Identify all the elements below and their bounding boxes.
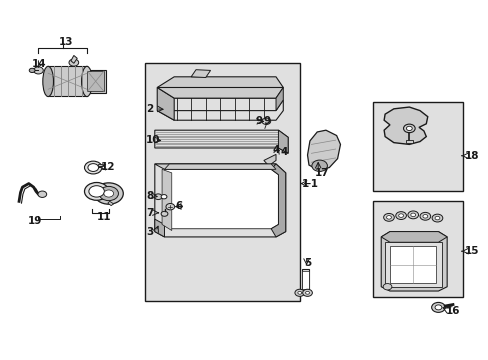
Bar [301,269,309,290]
Circle shape [89,186,104,197]
Polygon shape [307,130,340,170]
Circle shape [161,211,167,216]
Polygon shape [164,164,275,169]
Circle shape [99,186,118,201]
Text: 8: 8 [146,192,153,201]
Polygon shape [155,219,164,237]
Text: 7: 7 [146,208,153,218]
Polygon shape [157,77,283,98]
Circle shape [94,183,123,204]
Polygon shape [155,164,275,169]
Bar [372,201,462,297]
Text: 19: 19 [28,216,42,226]
Polygon shape [191,70,210,77]
Polygon shape [164,169,278,229]
Text: 18: 18 [464,151,479,161]
Circle shape [103,190,113,197]
Polygon shape [275,87,283,111]
Text: 12: 12 [101,162,115,172]
Text: 4: 4 [280,147,287,157]
Text: 9: 9 [255,116,263,126]
Text: 3: 3 [146,226,153,237]
Circle shape [302,289,312,296]
Bar [406,140,412,143]
Bar [145,63,300,301]
Circle shape [305,291,309,294]
Polygon shape [162,169,171,230]
Polygon shape [157,87,174,120]
Circle shape [434,305,441,310]
Text: 15: 15 [464,246,479,256]
Bar [389,246,435,283]
Circle shape [161,195,166,199]
Polygon shape [271,164,285,237]
Text: 16: 16 [445,306,459,316]
Circle shape [431,302,444,312]
Polygon shape [155,164,285,237]
Circle shape [406,126,411,131]
Polygon shape [381,231,446,291]
Ellipse shape [43,66,53,96]
Circle shape [154,194,162,199]
Circle shape [383,213,393,221]
Polygon shape [155,130,287,153]
Text: 6: 6 [175,201,183,211]
Text: 14: 14 [32,59,46,69]
Circle shape [88,164,99,171]
Circle shape [407,211,418,219]
Circle shape [398,214,403,217]
Bar [385,242,442,287]
Circle shape [395,212,406,220]
Text: 17: 17 [315,168,329,178]
Polygon shape [264,154,275,166]
Circle shape [422,215,427,218]
Circle shape [38,191,46,197]
Polygon shape [157,87,283,98]
Circle shape [297,291,301,294]
Circle shape [386,216,390,219]
Text: 11: 11 [97,212,111,222]
Circle shape [165,203,174,210]
Circle shape [410,213,415,217]
Polygon shape [107,201,113,206]
Polygon shape [278,130,287,153]
Polygon shape [381,231,446,242]
Polygon shape [157,100,283,120]
Text: 1: 1 [301,179,308,189]
Text: 13: 13 [59,37,73,47]
Circle shape [434,216,439,220]
Text: 5: 5 [304,257,311,267]
Text: 10: 10 [146,135,160,145]
Circle shape [431,214,442,222]
Bar [85,70,105,93]
Text: 2: 2 [146,104,153,114]
Polygon shape [71,55,77,63]
Polygon shape [384,107,427,144]
Circle shape [262,118,270,125]
Circle shape [84,183,108,200]
Circle shape [69,59,79,66]
Circle shape [311,160,327,171]
Circle shape [383,284,391,290]
Bar [372,102,462,191]
Text: −1: −1 [303,179,319,189]
Circle shape [34,67,43,74]
Circle shape [29,68,35,72]
Text: 9: 9 [264,116,270,126]
Ellipse shape [81,66,92,96]
Text: 4: 4 [272,145,279,156]
Circle shape [84,161,102,174]
Circle shape [294,289,304,296]
Circle shape [403,124,414,133]
Bar [48,66,87,96]
Bar [98,164,103,166]
Circle shape [419,212,430,220]
Bar [87,71,103,91]
Bar [301,271,309,288]
